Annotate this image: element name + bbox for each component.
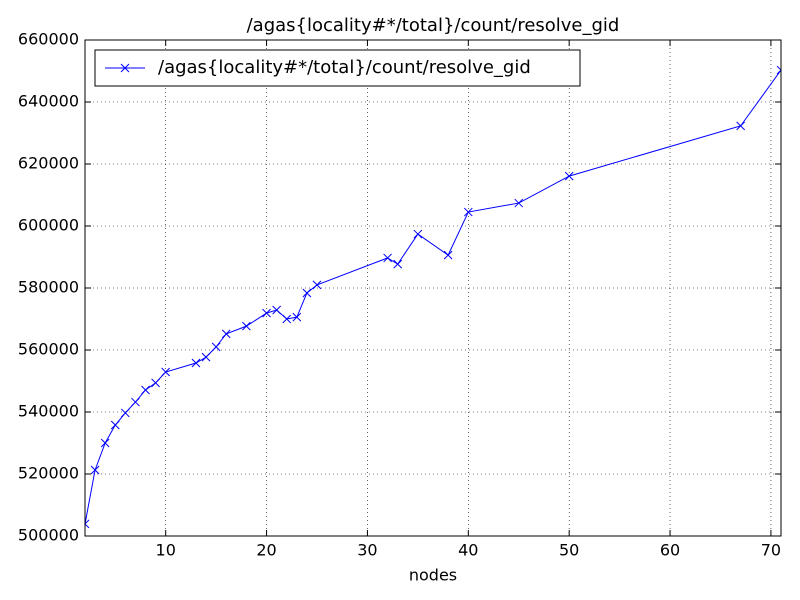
data-point bbox=[110, 420, 120, 430]
data-point bbox=[242, 321, 251, 331]
data-point bbox=[191, 358, 201, 368]
data-point bbox=[151, 378, 160, 388]
y-tick-label: 540000 bbox=[18, 402, 79, 421]
legend-marker bbox=[120, 63, 130, 73]
y-tick-label: 640000 bbox=[18, 92, 79, 111]
data-point bbox=[282, 314, 292, 324]
data-point bbox=[736, 121, 746, 131]
data-point bbox=[292, 312, 302, 322]
y-tick-label: 560000 bbox=[18, 340, 79, 359]
data-point bbox=[201, 352, 211, 362]
data-point bbox=[312, 280, 322, 290]
y-tick-label: 580000 bbox=[18, 278, 79, 297]
data-point bbox=[90, 465, 100, 475]
data-point bbox=[272, 305, 282, 315]
data-point bbox=[393, 259, 403, 269]
data-point bbox=[131, 397, 140, 407]
legend-label: /agas{locality#*/total}/count/resolve_gi… bbox=[158, 57, 531, 78]
data-point bbox=[443, 250, 453, 260]
x-tick-label: 10 bbox=[156, 541, 176, 560]
data-point bbox=[100, 438, 110, 448]
data-point bbox=[120, 408, 130, 418]
data-point bbox=[383, 253, 392, 263]
data-point bbox=[564, 171, 574, 181]
data-point bbox=[161, 367, 171, 377]
x-tick-label: 30 bbox=[357, 541, 377, 560]
y-tick-label: 520000 bbox=[18, 464, 79, 483]
x-tick-label: 60 bbox=[660, 541, 680, 560]
x-tick-label: 20 bbox=[256, 541, 276, 560]
data-point bbox=[302, 288, 312, 298]
plot-frame bbox=[84, 39, 782, 537]
y-tick-label: 620000 bbox=[18, 154, 79, 173]
chart-title: /agas{locality#*/total}/count/resolve_gi… bbox=[247, 15, 620, 36]
x-tick-label: 40 bbox=[458, 541, 478, 560]
x-tick-label: 70 bbox=[761, 541, 781, 560]
x-tick-label: 50 bbox=[559, 541, 579, 560]
data-point bbox=[463, 207, 473, 217]
data-point bbox=[776, 65, 781, 75]
legend-box bbox=[94, 49, 581, 87]
data-point bbox=[221, 329, 231, 339]
y-tick-label: 660000 bbox=[18, 30, 79, 49]
data-point bbox=[141, 385, 150, 395]
data-point bbox=[514, 198, 524, 208]
x-axis-label: nodes bbox=[409, 566, 457, 585]
data-point bbox=[211, 342, 221, 352]
y-tick-label: 600000 bbox=[18, 216, 79, 235]
data-point bbox=[262, 308, 271, 318]
data-point bbox=[413, 229, 423, 239]
y-tick-label: 500000 bbox=[18, 526, 79, 545]
data-point bbox=[85, 519, 90, 529]
